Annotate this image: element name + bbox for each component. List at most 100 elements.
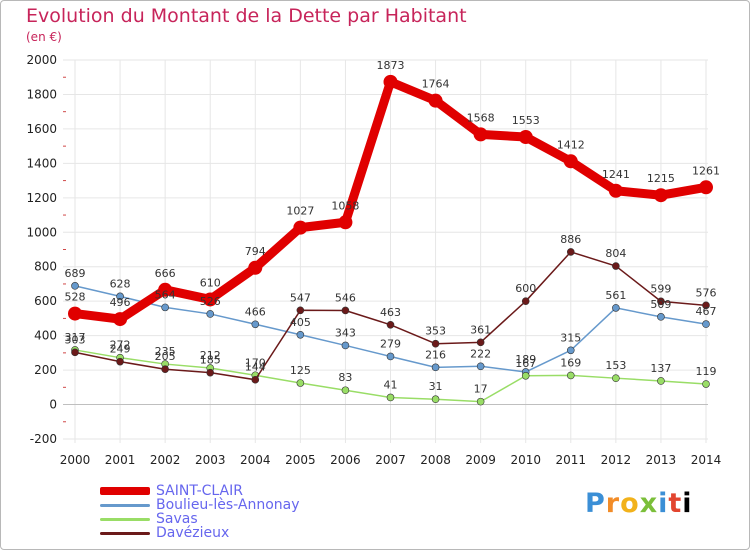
data-label: 222 (470, 347, 491, 360)
data-point (612, 262, 620, 270)
data-label: 1873 (377, 59, 405, 72)
y-tick-label: 400 (34, 329, 57, 343)
data-point (113, 312, 128, 327)
data-point (203, 292, 218, 307)
x-tick-label: 2011 (556, 453, 587, 467)
data-label: 666 (155, 267, 176, 280)
data-label: 361 (470, 323, 491, 336)
data-label: 1568 (467, 111, 495, 124)
data-label: 467 (696, 305, 717, 318)
data-point (71, 282, 79, 290)
y-tick-label: 2000 (26, 53, 57, 67)
data-label: 144 (245, 361, 266, 374)
data-point (161, 365, 169, 374)
y-tick-label: 1800 (26, 87, 57, 101)
data-point (699, 180, 713, 195)
y-tick-label: -200 (30, 432, 57, 446)
data-label: 249 (110, 343, 131, 356)
data-label: 205 (155, 350, 176, 363)
y-tick-label: 1600 (26, 122, 57, 136)
data-point (702, 380, 710, 388)
data-point (612, 304, 620, 312)
data-label: 272 (110, 339, 131, 352)
data-label: 153 (605, 359, 626, 372)
legend-label-boulieu-les-annonay: Boulieu-lès-Annonay (156, 497, 300, 513)
data-label: 600 (515, 282, 536, 295)
data-label: 353 (425, 325, 446, 338)
data-point (116, 292, 124, 301)
data-point (251, 375, 260, 384)
data-label: 496 (110, 296, 131, 309)
data-label: 509 (650, 298, 671, 311)
data-point (296, 379, 305, 387)
data-label: 235 (155, 345, 176, 358)
data-point (293, 220, 308, 235)
data-label: 610 (200, 276, 221, 289)
data-label: 804 (605, 247, 626, 260)
data-label: 170 (245, 356, 266, 369)
data-point (296, 306, 305, 315)
y-tick-label: 200 (34, 363, 57, 377)
data-label: 212 (200, 349, 221, 362)
data-point (341, 306, 350, 315)
data-label: 1412 (557, 138, 585, 151)
data-point (71, 348, 79, 357)
data-label: 169 (560, 356, 581, 369)
x-tick-label: 2010 (510, 453, 541, 467)
data-point (428, 93, 443, 108)
data-point (161, 303, 169, 312)
data-point (116, 357, 124, 366)
chart-title: Evolution du Montant de la Dette par Hab… (26, 5, 467, 27)
data-point (341, 386, 350, 395)
data-label: 576 (696, 286, 717, 299)
data-point (341, 341, 350, 350)
data-point (206, 310, 215, 318)
y-tick-label: 1200 (26, 191, 57, 205)
data-point (476, 362, 485, 371)
data-label: 599 (650, 282, 671, 295)
legend-swatch-saint-clair (100, 487, 150, 495)
data-point (702, 320, 710, 328)
data-point (612, 374, 620, 382)
x-tick-label: 2008 (420, 453, 451, 467)
data-point (521, 371, 530, 380)
data-label: 405 (290, 316, 311, 329)
data-point (566, 371, 575, 380)
data-label: 689 (65, 267, 86, 280)
data-point (431, 339, 440, 348)
x-tick-label: 2003 (195, 453, 226, 467)
data-point (476, 397, 485, 406)
data-point (657, 313, 665, 321)
x-tick-label: 2004 (240, 453, 271, 467)
x-tick-label: 2009 (465, 453, 496, 467)
data-label: 1215 (647, 172, 675, 185)
data-label: 83 (338, 371, 352, 384)
y-tick-label: 1400 (26, 156, 57, 170)
y-tick-label: 1000 (26, 225, 57, 239)
data-label: 1553 (512, 114, 540, 127)
data-label: 528 (65, 291, 86, 304)
legend-label-saint-clair: SAINT-CLAIR (156, 483, 243, 499)
chart-subtitle: (en €) (26, 30, 62, 44)
data-label: 463 (380, 306, 401, 319)
data-label: 167 (515, 357, 536, 370)
data-label: 886 (560, 233, 581, 246)
data-label: 561 (605, 289, 626, 302)
data-label: 526 (200, 295, 221, 308)
proxiti-logo: Proxiti (585, 488, 693, 519)
data-point (68, 306, 82, 321)
data-point (431, 395, 440, 404)
x-tick-label: 2013 (646, 453, 677, 467)
data-label: 1764 (422, 78, 450, 91)
data-point (702, 301, 710, 310)
data-label: 137 (650, 362, 671, 375)
y-tick-label: 0 (49, 398, 57, 412)
x-tick-label: 2014 (691, 453, 722, 467)
data-point (566, 248, 575, 256)
data-point (657, 297, 665, 306)
data-label: 547 (290, 291, 311, 304)
data-point (521, 297, 530, 305)
data-label: 31 (429, 380, 443, 393)
